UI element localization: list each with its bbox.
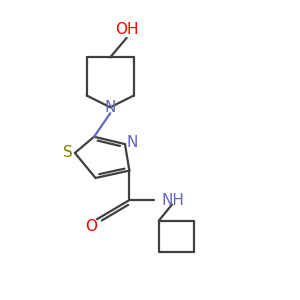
Text: NH: NH xyxy=(162,193,185,208)
Text: OH: OH xyxy=(115,22,138,37)
Text: S: S xyxy=(63,146,72,160)
Text: N: N xyxy=(127,135,138,150)
Text: O: O xyxy=(85,219,97,234)
Text: N: N xyxy=(105,100,116,115)
